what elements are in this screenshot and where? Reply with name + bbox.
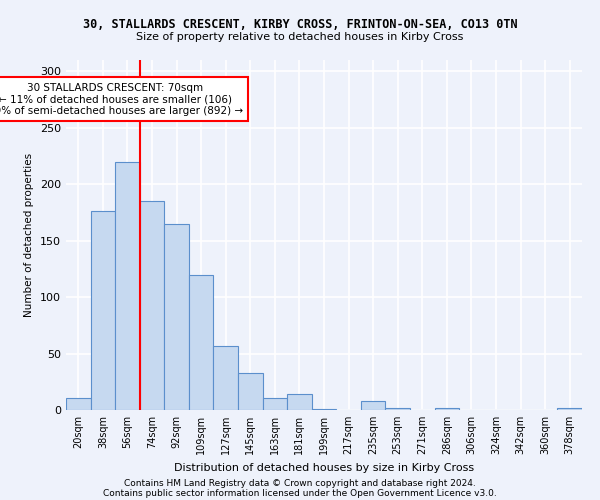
Bar	[361, 401, 385, 410]
Bar	[91, 212, 115, 410]
Bar	[238, 372, 263, 410]
Text: Contains HM Land Registry data © Crown copyright and database right 2024.: Contains HM Land Registry data © Crown c…	[124, 478, 476, 488]
Text: Size of property relative to detached houses in Kirby Cross: Size of property relative to detached ho…	[136, 32, 464, 42]
Bar	[287, 394, 312, 410]
Bar	[140, 201, 164, 410]
Bar	[385, 408, 410, 410]
Bar	[66, 398, 91, 410]
Bar	[164, 224, 189, 410]
Text: 30 STALLARDS CRESCENT: 70sqm
← 11% of detached houses are smaller (106)
89% of s: 30 STALLARDS CRESCENT: 70sqm ← 11% of de…	[0, 82, 243, 116]
Y-axis label: Number of detached properties: Number of detached properties	[25, 153, 34, 317]
Bar	[312, 409, 336, 410]
Bar	[115, 162, 140, 410]
Text: Contains public sector information licensed under the Open Government Licence v3: Contains public sector information licen…	[103, 488, 497, 498]
Bar	[263, 398, 287, 410]
Text: 30, STALLARDS CRESCENT, KIRBY CROSS, FRINTON-ON-SEA, CO13 0TN: 30, STALLARDS CRESCENT, KIRBY CROSS, FRI…	[83, 18, 517, 30]
Bar	[557, 408, 582, 410]
X-axis label: Distribution of detached houses by size in Kirby Cross: Distribution of detached houses by size …	[174, 462, 474, 472]
Bar	[189, 274, 214, 410]
Bar	[214, 346, 238, 410]
Bar	[434, 408, 459, 410]
